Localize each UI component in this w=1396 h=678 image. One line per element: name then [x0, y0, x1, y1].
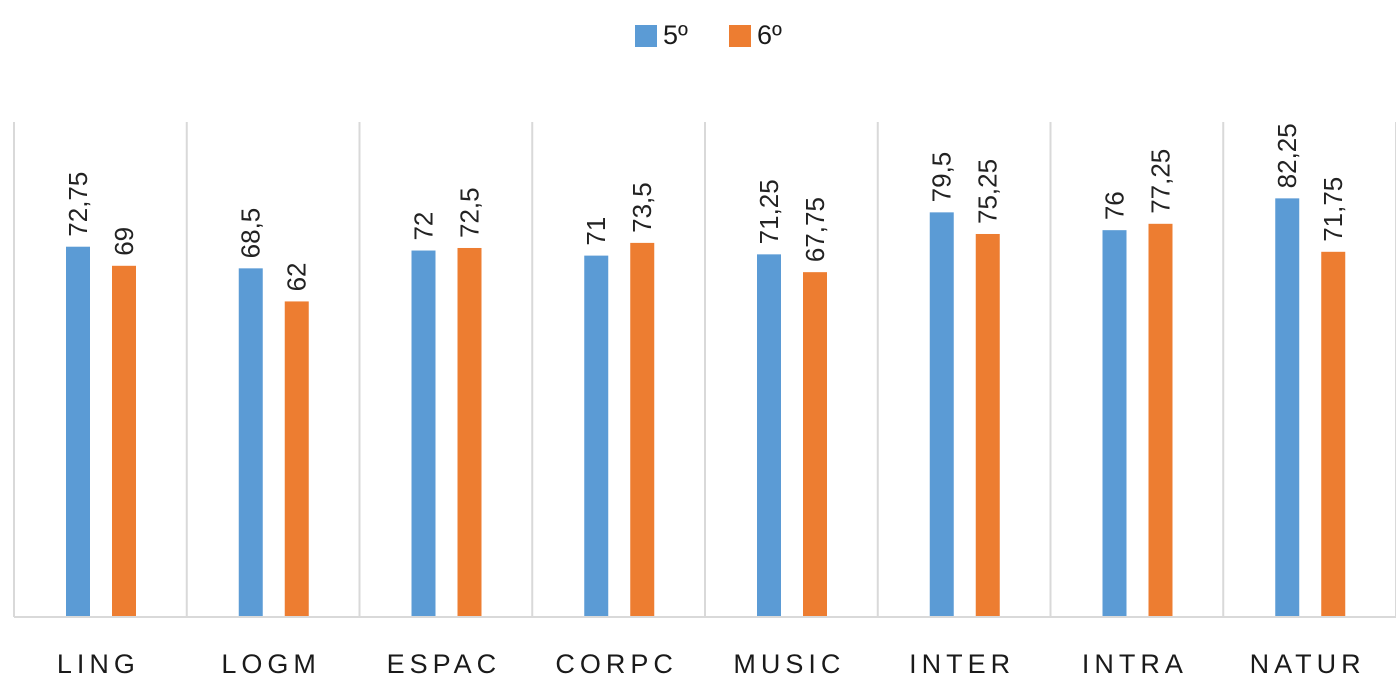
- data-label-music-series-1: 71,25: [754, 179, 784, 244]
- data-label-natur-series-2: 71,75: [1318, 177, 1348, 242]
- bar-music-series-1: [757, 254, 781, 617]
- data-label-corpc-series-1: 71: [581, 217, 611, 246]
- data-labels: 72,75 69 68,5 62 72 72,5 71 73,5 71,25 67,75 79,5 7…: [63, 123, 1348, 291]
- bar-espac-series-1: [411, 250, 436, 618]
- data-label-espac-series-1: 72: [409, 212, 439, 241]
- data-label-espac-series-2: 72,5: [455, 187, 485, 238]
- category-label-inter: INTER: [909, 649, 1015, 678]
- category-label-ling: LING: [57, 649, 140, 678]
- bar-ling-series-1: [66, 246, 90, 617]
- bar-natur-series-1: [1275, 198, 1300, 617]
- bars: [66, 198, 1346, 618]
- bar-inter-series-2: [975, 233, 1000, 617]
- bar-logm-series-1: [238, 268, 263, 617]
- bar-inter-series-1: [929, 212, 954, 617]
- category-labels: LING LOGM ESPAC CORPC MUSIC INTER INTRA NATUR: [57, 649, 1366, 678]
- data-label-inter-series-2: 75,25: [973, 159, 1003, 224]
- category-label-intra: INTRA: [1082, 649, 1188, 678]
- category-label-espac: ESPAC: [387, 649, 502, 678]
- legend: 5º 6º: [635, 20, 782, 50]
- bar-intra-series-1: [1102, 230, 1127, 618]
- category-label-music: MUSIC: [733, 649, 845, 678]
- data-label-corpc-series-2: 73,5: [627, 182, 657, 233]
- legend-label-1: 5º: [663, 20, 688, 50]
- data-label-music-series-2: 67,75: [800, 197, 830, 262]
- legend-swatch-2: [729, 25, 751, 47]
- bar-logm-series-2: [284, 301, 309, 617]
- legend-label-2: 6º: [757, 20, 782, 50]
- data-label-inter-series-1: 79,5: [927, 152, 957, 203]
- bar-espac-series-2: [457, 247, 482, 617]
- category-separators: [13, 122, 1396, 617]
- data-label-ling-series-2: 69: [109, 227, 139, 256]
- category-label-natur: NATUR: [1250, 649, 1366, 678]
- bar-ling-series-2: [112, 265, 136, 617]
- data-label-intra-series-1: 76: [1100, 191, 1130, 220]
- data-label-natur-series-1: 82,25: [1272, 123, 1302, 188]
- data-label-logm-series-2: 62: [282, 263, 312, 292]
- data-label-logm-series-1: 68,5: [236, 208, 266, 259]
- bar-natur-series-2: [1321, 251, 1346, 617]
- data-label-intra-series-2: 77,25: [1146, 149, 1176, 214]
- legend-swatch-1: [635, 25, 657, 47]
- bar-music-series-2: [803, 272, 827, 617]
- bar-corpc-series-2: [630, 242, 655, 618]
- data-label-ling-series-1: 72,75: [63, 172, 93, 237]
- category-label-logm: LOGM: [221, 649, 321, 678]
- category-label-corpc: CORPC: [555, 649, 678, 678]
- bar-intra-series-2: [1148, 223, 1173, 617]
- bar-corpc-series-1: [584, 255, 609, 617]
